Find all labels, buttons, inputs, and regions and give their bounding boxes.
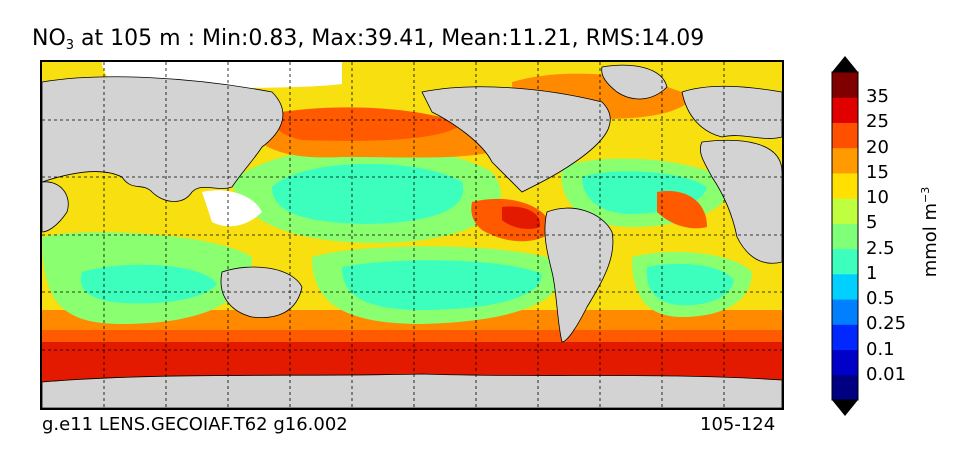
land-greenland — [601, 64, 668, 100]
title-variable-subscript: 3 — [65, 38, 75, 53]
colorbar-band — [832, 248, 858, 275]
colorbar-band — [832, 324, 858, 351]
colorbar-bottom-arrow — [832, 400, 858, 416]
colorbar-band — [832, 299, 858, 325]
colorbar-unit-label: mmol m−3 — [919, 187, 941, 278]
colorbar-band — [832, 198, 858, 224]
colorbar-band — [832, 349, 858, 376]
land-europe — [681, 85, 782, 139]
colorbar-band — [832, 374, 858, 401]
unit-exponent: −3 — [919, 186, 932, 203]
colorbar-tick-label: 20 — [866, 136, 889, 158]
benguela-upwelling — [657, 191, 707, 229]
north-pacific-gyre-cyan — [272, 163, 464, 224]
colorbar-tick-label: 5 — [866, 212, 878, 234]
colorbar-bands — [832, 72, 858, 401]
colorbar-band — [832, 72, 858, 98]
colorbar-band — [832, 122, 858, 149]
colorbar-tick-label: 25 — [866, 111, 889, 133]
title-variable: NO — [32, 26, 66, 51]
north-pacific-subpolar-red — [272, 107, 462, 141]
map-canvas — [42, 62, 782, 408]
colorbar-tick-label: 0.1 — [866, 338, 895, 360]
colorbar-tick-label: 10 — [866, 187, 889, 209]
colorbar-top-arrow — [832, 56, 858, 72]
land-south-america — [544, 207, 614, 343]
title-stats: at 105 m : Min:0.83, Max:39.41, Mean:11.… — [74, 26, 705, 51]
colorbar-band — [832, 223, 858, 250]
experiment-name: g.e11 LENS.GECOIAF.T62 g16.002 — [42, 414, 348, 435]
south-atlantic-gyre-cyan — [646, 263, 734, 306]
land-africa-west — [42, 181, 69, 233]
land-north-america — [421, 86, 611, 193]
colorbar-tick-label: 0.5 — [866, 288, 895, 310]
graticule — [42, 62, 782, 408]
colorbar-band — [832, 172, 858, 199]
eastern-tropical-pacific-core — [502, 206, 541, 230]
maritime-continent-missing — [202, 190, 262, 227]
land-africa-east — [699, 139, 782, 264]
colorbar — [831, 56, 859, 416]
colorbar-band — [832, 273, 858, 300]
colorbar-tick-label: 1 — [866, 262, 878, 284]
south-pacific-gyre-cyan — [342, 260, 542, 310]
colorbar-tick-label: 15 — [866, 161, 889, 183]
colorbar-tick-label: 2.5 — [866, 237, 895, 259]
colorbar-band — [832, 97, 858, 123]
unit-text: mmol m — [920, 202, 941, 278]
map-panel — [40, 60, 784, 410]
depth-range: 105-124 — [700, 414, 776, 435]
colorbar-tick-label: 0.01 — [866, 363, 907, 385]
land-antarctica — [42, 373, 782, 408]
indian-ocean-gyre-cyan — [80, 264, 217, 304]
colorbar-tick-label: 0.25 — [866, 313, 907, 335]
colorbar-band — [832, 147, 858, 174]
map-title: NO3 at 105 m : Min:0.83, Max:39.41, Mean… — [32, 26, 704, 53]
colorbar-frame — [831, 71, 859, 401]
colorbar-tick-label: 35 — [866, 86, 889, 108]
